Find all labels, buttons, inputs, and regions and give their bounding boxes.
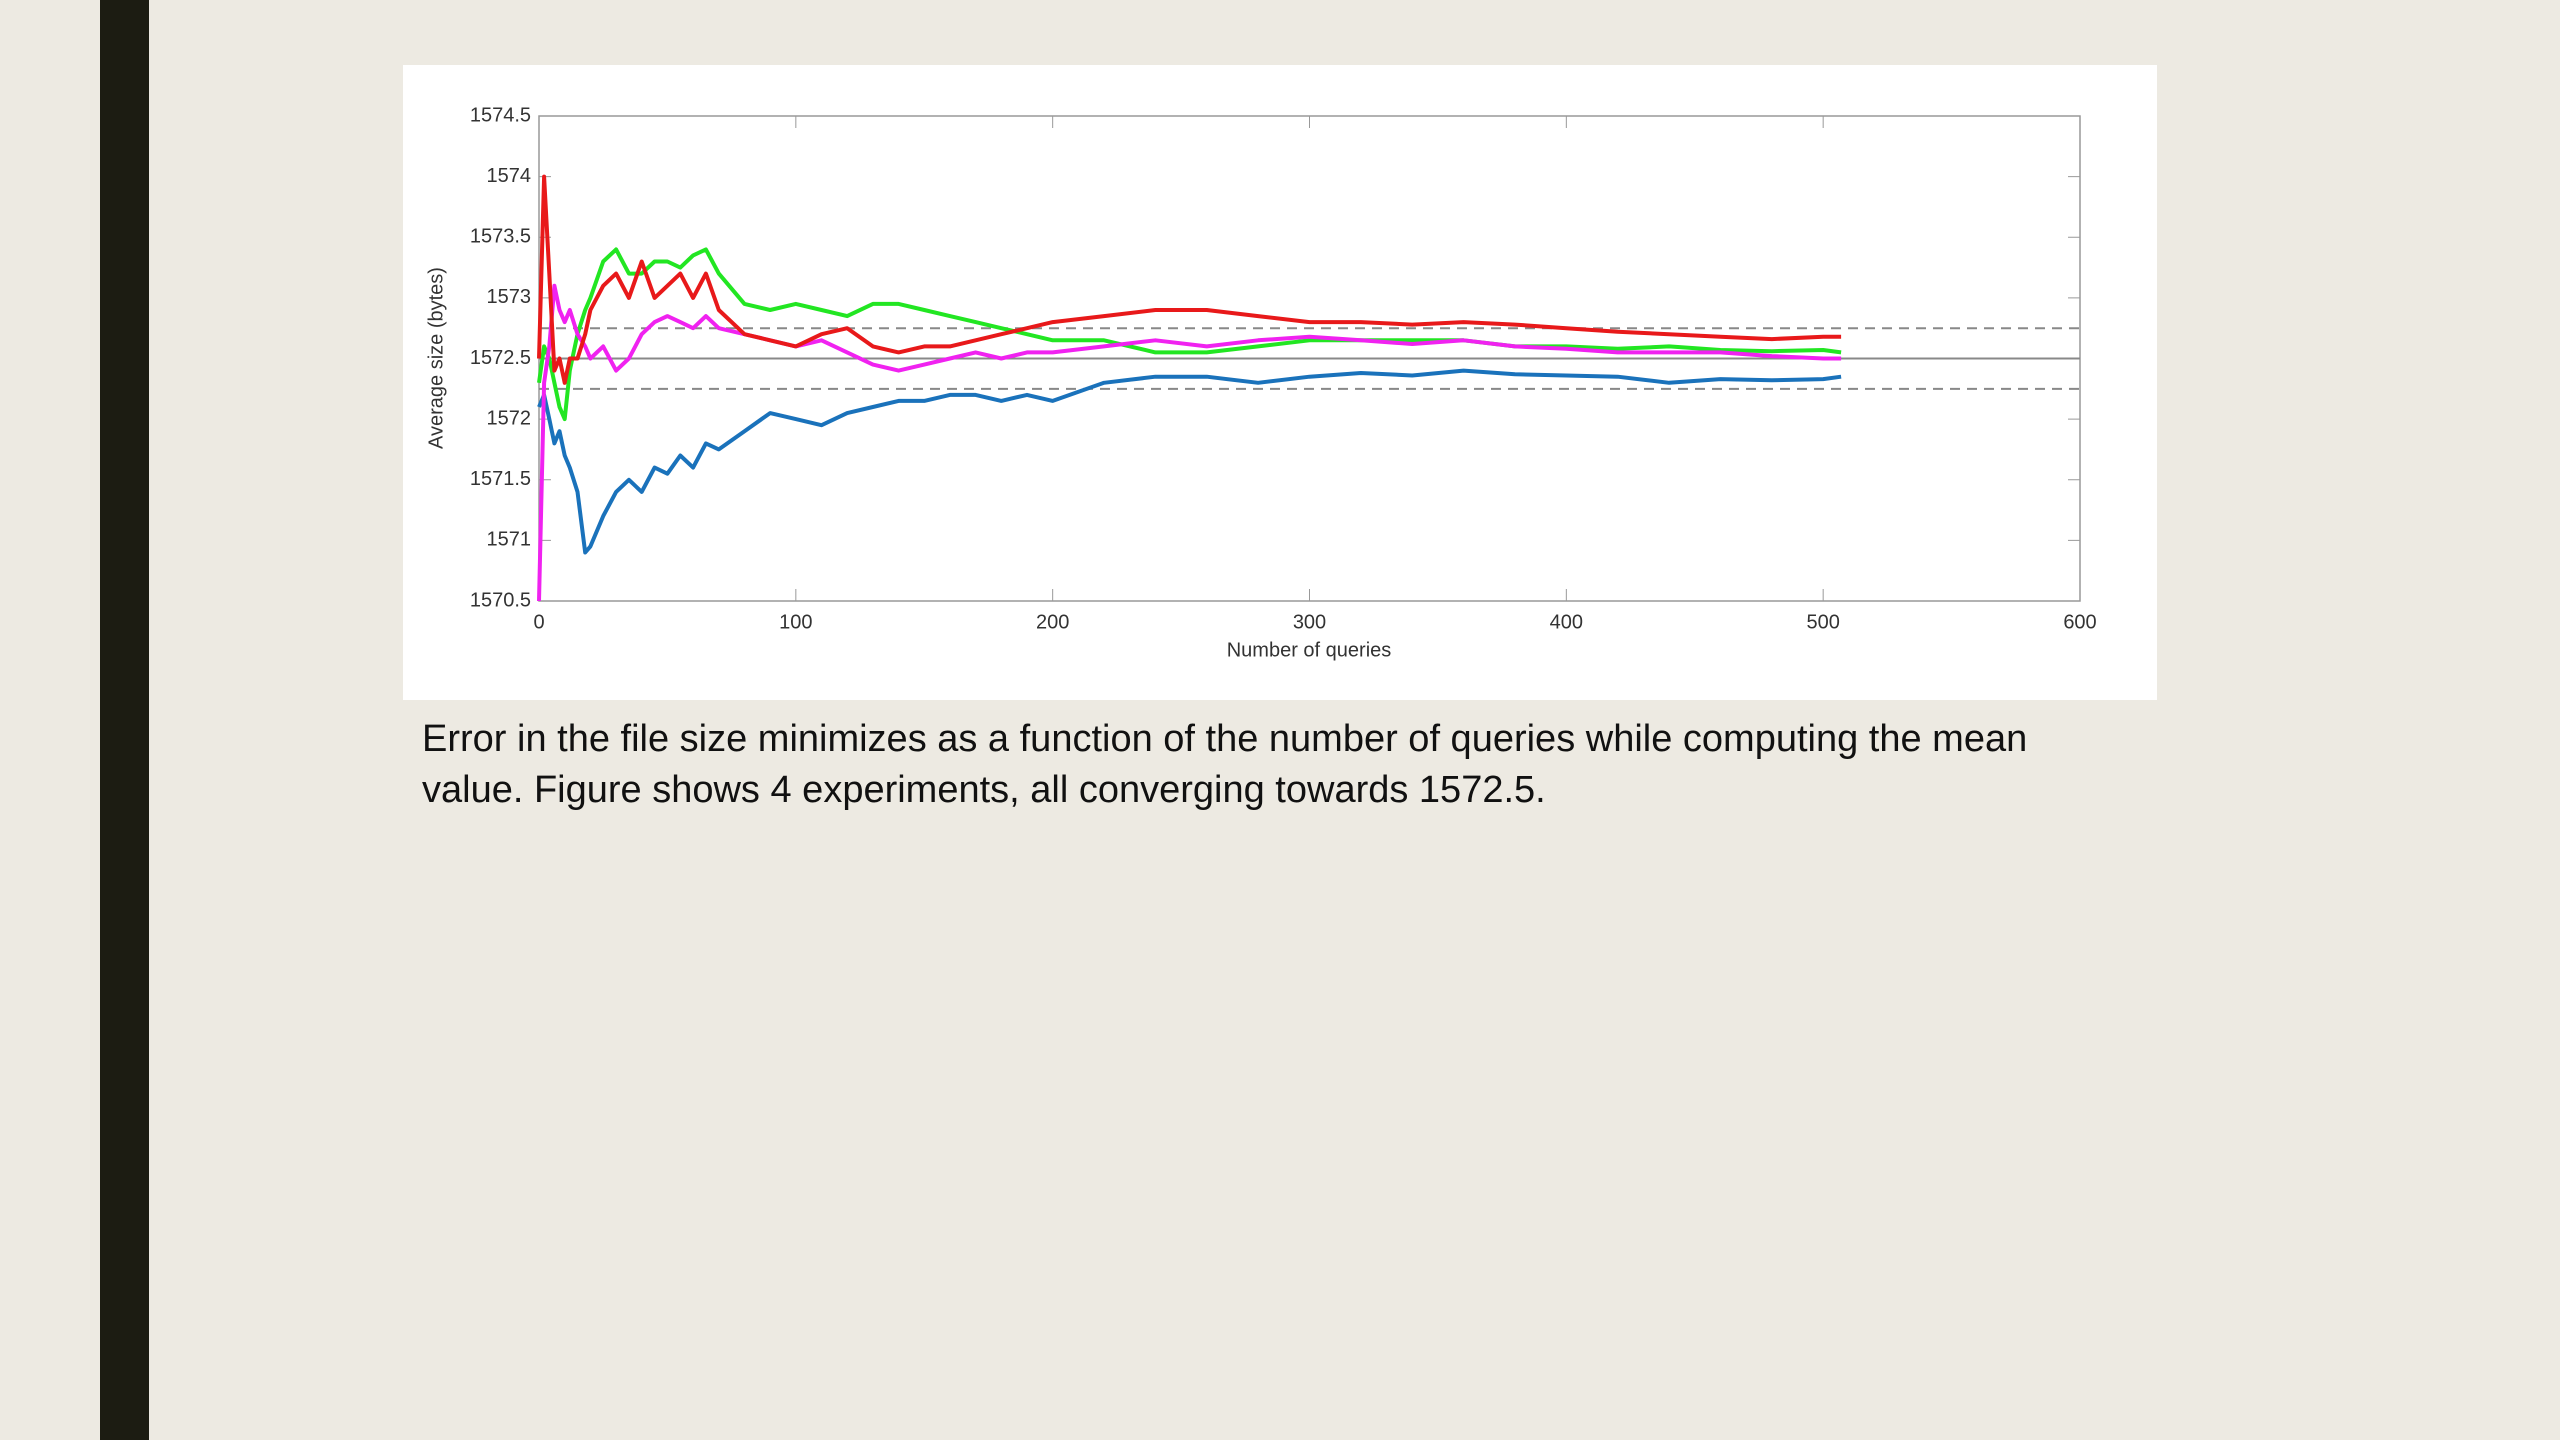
series-line (537, 368, 1842, 555)
y-tick-label: 1572 (487, 407, 532, 429)
x-tick-label: 500 (1806, 611, 1839, 633)
chart: Average size (bytes) Number of queries 1… (403, 65, 2157, 700)
series-line (537, 283, 1842, 602)
y-tick-label: 1573 (487, 286, 532, 308)
y-tick-label: 1570.5 (470, 589, 531, 611)
x-tick-label: 0 (533, 611, 544, 633)
x-tick-label: 400 (1550, 611, 1583, 633)
y-tick-label: 1574 (487, 165, 532, 187)
x-tick-label: 600 (2063, 611, 2096, 633)
x-tick-label: 200 (1036, 611, 1069, 633)
y-tick-label: 1573.5 (470, 226, 531, 248)
x-axis-label: Number of queries (1227, 639, 1392, 661)
y-tick-label: 1571 (487, 529, 532, 551)
series-line (537, 174, 1842, 385)
y-tick-label: 1574.5 (470, 104, 531, 126)
caption: Error in the file size minimizes as a fu… (422, 718, 2028, 811)
y-axis-label: Average size (bytes) (425, 267, 447, 449)
y-tick-label: 1571.5 (470, 468, 531, 490)
x-tick-label: 100 (779, 611, 812, 633)
y-tick-label: 1572.5 (470, 347, 531, 369)
side-bar (100, 0, 149, 1440)
x-tick-label: 300 (1293, 611, 1326, 633)
